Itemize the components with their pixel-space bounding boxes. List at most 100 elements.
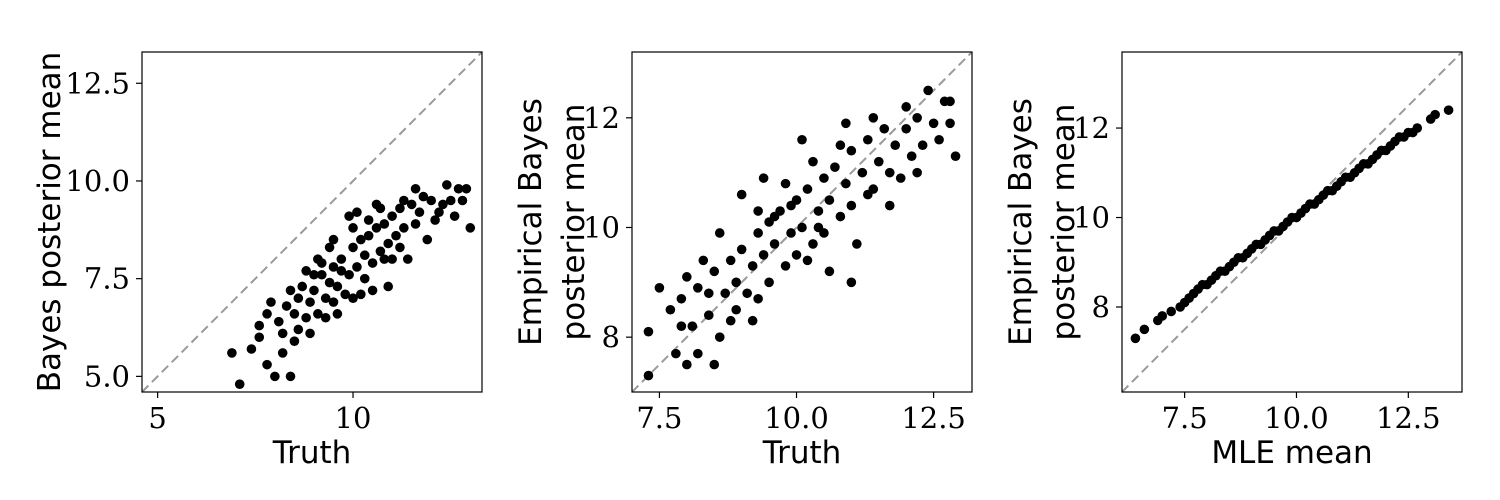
x-tick-label: 10 [335,401,372,435]
scatter-point [879,123,890,134]
scatter-point [753,293,763,304]
scatter-point [316,269,327,280]
identity-reference-line [631,51,973,393]
scatter-point [1166,306,1177,317]
scatter-point [301,312,311,323]
scatter-point [863,134,873,145]
scatter-point [780,178,791,189]
scatter-point [906,151,917,161]
scatter-point [383,281,394,292]
scatter-point [846,200,857,211]
scatter-point [813,206,824,216]
scatter-point [753,228,763,238]
scatter-point [254,320,265,331]
scatter-point [254,332,265,343]
y-tick-label: 8 [1092,290,1110,324]
scatter-point [928,118,939,129]
scatter-point [418,191,429,202]
scatter-point [1139,324,1150,335]
scatter-point [780,261,791,271]
scatter-point [356,289,366,300]
scatter-point [442,180,452,190]
y-axis-label: Empirical Bayes [513,98,549,346]
scatter-point [714,228,725,238]
scatter-point [676,321,687,331]
scatter-point [1130,333,1141,344]
y-axis-label: Empirical Bayes [1003,98,1039,346]
scatter-point [802,255,813,266]
scatter-point [901,123,911,134]
scatter-point [332,309,343,319]
x-axis-label: Truth [762,435,842,471]
scatter-point [273,316,284,327]
scatter-point [328,262,339,272]
scatter-point [890,140,901,151]
identity-reference-line [141,51,483,393]
scatter-point [367,258,378,268]
scatter-point [375,246,386,257]
scatter-point [665,304,676,315]
scatter-point [813,222,824,233]
scatter-point [328,234,339,245]
scatter-point [383,238,394,249]
scatter-point [709,359,720,370]
scatter-point [808,156,818,167]
x-tick-label: 5 [148,401,166,435]
scatter-point [786,228,796,238]
scatter-panel-3: 7.5 10.0 12.5 8 10 12 MLE mean Empirical Bayes p… [1003,51,1463,471]
scatter-point [406,199,417,210]
scatter-point [434,207,444,218]
scatter-point [1443,105,1454,115]
scatter-point [363,215,374,225]
scatter-point [266,297,276,307]
scatter-point [747,261,758,271]
scatter-point [725,255,736,266]
scatter-point [758,173,769,183]
scatter-point [410,219,421,229]
scatter-point [348,242,358,253]
scatter-point [682,359,692,370]
y-tick-label: 7.5 [84,262,130,296]
scatter-point [445,195,456,206]
scatter-point [414,207,425,218]
scatter-point [912,167,922,178]
x-tick-label: 12.5 [1376,401,1441,435]
scatter-point [643,326,654,337]
scatter-panel-1: 5 10 5.0 7.5 10.0 12.5 Truth Bayes posterior me… [32,51,483,471]
scatter-point [950,151,961,161]
scatter-point [246,344,257,354]
scatter-point [391,230,401,241]
scatter-point [808,239,818,249]
scatter-point [731,304,741,315]
scatter-point [359,250,370,261]
scatter-point [852,239,862,249]
scatter-point [379,254,390,264]
scatter-point [309,285,319,296]
scatter-point [277,348,288,358]
y-tick-label: 10 [1073,201,1110,235]
scatter-point [379,219,390,229]
scatter-point [293,324,304,335]
scatter-point [297,281,308,292]
scatter-point [367,285,378,296]
scatter-point [742,288,752,299]
scatter-point [693,283,703,293]
y-tick-label: 12.5 [65,66,130,100]
y-axis-label: Bayes posterior mean [32,52,68,393]
scatter-point [324,242,335,253]
x-tick-label: 12.5 [901,401,966,435]
scatter-point [340,289,351,300]
scatter-point [399,195,409,206]
scatter-point [320,312,331,323]
y-axis-label: posterior mean [1046,104,1082,341]
scatter-point [841,178,851,189]
y-tick-label: 10 [583,210,620,244]
scatter-point [426,195,436,206]
scatter-point [301,266,311,276]
scatter-point [289,336,300,346]
x-tick-label: 7.5 [1162,401,1208,435]
scatter-point [336,266,347,276]
scatter-point [731,277,741,288]
scatter-point [387,211,397,221]
scatter-point [453,183,464,194]
